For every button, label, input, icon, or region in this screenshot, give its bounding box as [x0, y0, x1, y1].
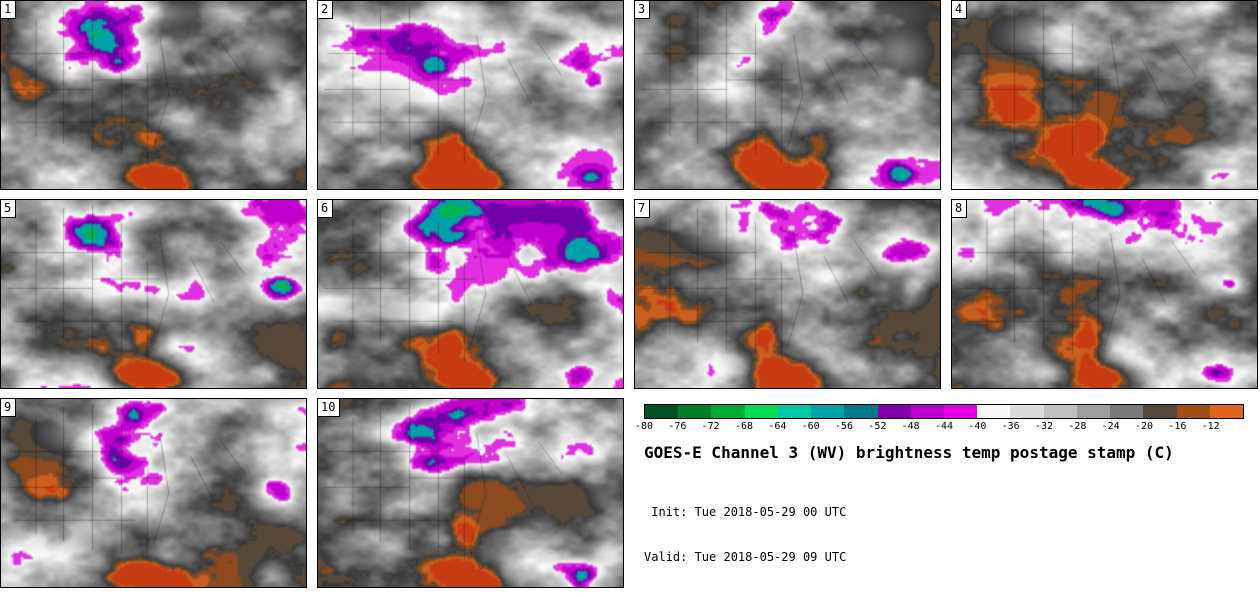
- member-number-badge: 4: [952, 1, 968, 19]
- colorbar-segment: [1110, 405, 1144, 418]
- colorbar-segment: [1076, 405, 1111, 418]
- wv-satellite-map: [1, 1, 306, 189]
- colorbar-tick-label: -12: [1201, 421, 1220, 432]
- product-title: GOES-E Channel 3 (WV) brightness temp po…: [644, 443, 1174, 462]
- ensemble-member-panel: 5: [0, 199, 307, 389]
- colorbar-tick-label: -20: [1134, 421, 1154, 432]
- colorbar-tick-label: -64: [768, 421, 787, 432]
- ensemble-member-panel: 3: [634, 0, 941, 190]
- colorbar-segment: [877, 405, 911, 418]
- colorbar-tick-label: -60: [801, 421, 820, 432]
- member-number-badge: 1: [1, 1, 17, 19]
- colorbar-segment: [1176, 405, 1210, 418]
- colorbar-segment: [711, 405, 745, 418]
- ensemble-member-panel: 4: [951, 0, 1258, 190]
- colorbar-segment: [811, 405, 845, 418]
- ensemble-member-panel: 1: [0, 0, 307, 190]
- wv-satellite-map: [1, 399, 306, 587]
- colorbar-tick-label: -24: [1101, 421, 1120, 432]
- ensemble-member-panel: 6: [317, 199, 624, 389]
- wv-satellite-map: [318, 399, 623, 587]
- wv-satellite-map: [1, 200, 306, 388]
- colorbar-segment: [1043, 405, 1077, 418]
- colorbar-tick-label: -80: [634, 421, 654, 432]
- wv-satellite-map: [635, 200, 940, 388]
- member-number-badge: 3: [635, 1, 651, 19]
- colorbar-segment: [1143, 405, 1177, 418]
- colorbar-segment: [1010, 405, 1044, 418]
- member-number-badge: 7: [635, 200, 651, 218]
- member-number-badge: 6: [318, 200, 334, 218]
- colorbar-segment: [777, 405, 812, 418]
- colorbar-tick-label: -32: [1034, 421, 1054, 432]
- colorbar-segment: [645, 405, 679, 418]
- colorbar-segment: [1209, 405, 1243, 418]
- colorbar-segment: [910, 405, 944, 418]
- member-number-badge: 5: [1, 200, 17, 218]
- colorbar-segment: [744, 405, 778, 418]
- wv-satellite-map: [952, 200, 1257, 388]
- colorbar-tick-label: -28: [1068, 421, 1087, 432]
- ensemble-member-panel: 8: [951, 199, 1258, 389]
- wv-satellite-map: [318, 1, 623, 189]
- ensemble-member-panel: 7: [634, 199, 941, 389]
- init-time: Init: Tue 2018-05-29 00 UTC: [644, 505, 847, 519]
- member-number-badge: 9: [1, 399, 17, 417]
- colorbar-tick-row: -80 -76 -72 -68 -64 -60 -56 -52 -48 -44 -40 -36 -32 -…: [635, 421, 1244, 434]
- colorbar-tick-label: -56: [834, 421, 854, 432]
- colorbar-tick-label: -16: [1168, 421, 1187, 432]
- colorbar: [644, 404, 1244, 419]
- wv-satellite-map: [952, 1, 1257, 189]
- colorbar-tick-label: -68: [734, 421, 754, 432]
- colorbar-segment: [844, 405, 878, 418]
- colorbar-segment: [678, 405, 712, 418]
- colorbar-tick-label: -72: [701, 421, 720, 432]
- colorbar-tick-label: -76: [668, 421, 687, 432]
- ensemble-member-panel: 2: [317, 0, 624, 190]
- legend-panel: -80 -76 -72 -68 -64 -60 -56 -52 -48 -44 -40 -36 -32 -…: [634, 398, 1258, 588]
- member-number-badge: 2: [318, 1, 334, 19]
- ensemble-member-panel: 10: [317, 398, 624, 588]
- colorbar-segment: [977, 405, 1011, 418]
- colorbar-tick-label: -48: [901, 421, 920, 432]
- colorbar-tick-label: -40: [968, 421, 987, 432]
- colorbar-segment: [943, 405, 978, 418]
- colorbar-tick-label: -36: [1001, 421, 1020, 432]
- valid-time: Valid: Tue 2018-05-29 09 UTC: [644, 550, 847, 564]
- colorbar-tick-label: -52: [868, 421, 887, 432]
- wv-satellite-map: [318, 200, 623, 388]
- colorbar-tick-label: -44: [934, 421, 954, 432]
- member-number-badge: 10: [318, 399, 341, 417]
- ensemble-member-panel: 9: [0, 398, 307, 588]
- wv-satellite-map: [635, 1, 940, 189]
- member-number-badge: 8: [952, 200, 968, 218]
- time-block: Init: Tue 2018-05-29 00 UTC Valid: Tue 2…: [644, 475, 1258, 595]
